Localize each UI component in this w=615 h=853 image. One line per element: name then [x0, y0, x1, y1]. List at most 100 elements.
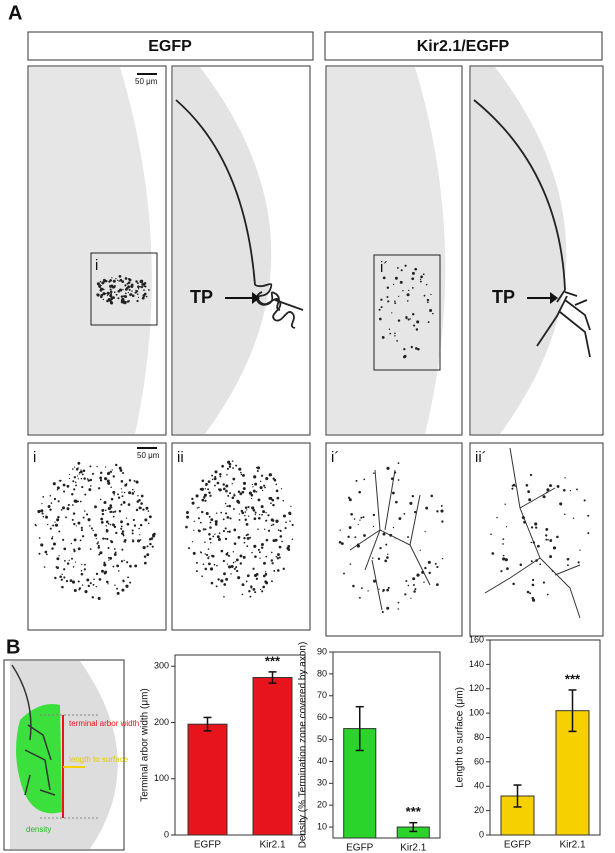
speckle — [57, 486, 59, 488]
speckle — [412, 584, 415, 586]
speckle — [386, 296, 389, 299]
speckle — [226, 530, 229, 533]
speckle — [273, 478, 277, 482]
speckle — [76, 475, 79, 477]
speckle — [426, 301, 429, 304]
speckle — [124, 292, 127, 295]
speckle — [391, 312, 393, 314]
speckle — [191, 497, 194, 501]
speckle — [121, 588, 125, 592]
speckle — [392, 526, 395, 529]
speckle — [372, 525, 375, 527]
speckle — [226, 515, 230, 519]
speckle — [220, 579, 224, 583]
y-tick-label: 80 — [474, 732, 484, 742]
speckle — [42, 495, 45, 498]
speckle — [73, 548, 76, 551]
y-tick-label: 300 — [154, 661, 169, 671]
speckle — [135, 290, 139, 293]
speckle — [210, 581, 214, 585]
speckle — [356, 543, 360, 547]
speckle — [224, 512, 228, 515]
speckle — [56, 518, 60, 522]
speckle — [100, 517, 104, 521]
tp-label: TP — [190, 287, 213, 307]
speckle — [127, 281, 131, 284]
speckle — [84, 590, 88, 594]
speckle — [117, 297, 120, 300]
speckle — [577, 561, 580, 564]
speckle — [244, 506, 248, 509]
plot-frame — [332, 651, 441, 839]
speckle — [68, 559, 70, 562]
speckle — [107, 522, 110, 525]
speckle — [56, 566, 59, 570]
speckle — [106, 299, 109, 303]
speckle — [394, 300, 396, 303]
speckle — [237, 536, 241, 539]
speckle — [94, 505, 97, 509]
speckle — [572, 517, 575, 519]
speckle — [230, 565, 234, 568]
speckle — [422, 273, 425, 276]
speckle — [143, 561, 147, 565]
speckle — [207, 548, 210, 550]
speckle — [73, 522, 76, 526]
speckle — [411, 287, 414, 289]
speckle — [57, 515, 60, 519]
speckle — [73, 538, 77, 542]
speckle — [210, 542, 212, 544]
speckle — [99, 479, 103, 482]
y-tick-label: 70 — [317, 690, 327, 700]
speckle — [146, 553, 150, 557]
speckle — [104, 477, 108, 481]
speckle — [143, 285, 145, 287]
schematic-panel — [171, 65, 311, 436]
speckle — [250, 586, 253, 589]
speckle — [410, 345, 413, 349]
speckle — [120, 527, 123, 530]
speckle — [110, 296, 113, 299]
speckle — [144, 518, 148, 522]
speckle — [142, 282, 146, 286]
speckle — [118, 280, 120, 282]
speckle — [78, 588, 81, 591]
tp-label: TP — [492, 287, 515, 307]
speckle — [71, 518, 74, 521]
speckle — [117, 570, 120, 572]
y-tick-label: 0 — [479, 829, 484, 839]
speckle — [378, 588, 380, 590]
speckle — [239, 492, 243, 496]
speckle — [277, 569, 280, 572]
speckle — [99, 289, 103, 292]
speckle — [413, 590, 416, 593]
speckle — [58, 530, 61, 533]
speckle — [61, 573, 63, 576]
speckle — [75, 484, 78, 487]
speckle — [547, 538, 549, 541]
y-tick-label: 30 — [317, 778, 327, 788]
speckle — [258, 551, 261, 554]
speckle — [137, 288, 140, 290]
speckle — [82, 469, 86, 473]
speckle — [378, 308, 381, 311]
speckle — [257, 498, 261, 502]
zoom-panel — [325, 442, 463, 637]
speckle — [260, 542, 264, 547]
schematic-label: length to surface — [69, 755, 129, 764]
speckle — [539, 563, 542, 566]
micrograph — [27, 65, 167, 436]
speckle — [195, 570, 198, 573]
speckle — [191, 501, 195, 505]
scale-bar-label: 50 μm — [137, 451, 160, 460]
speckle — [61, 506, 66, 510]
speckle — [260, 480, 262, 483]
speckle — [238, 467, 242, 471]
speckle — [208, 537, 212, 541]
speckle — [272, 503, 275, 507]
speckle — [110, 284, 114, 287]
speckle — [222, 483, 225, 486]
speckle — [50, 537, 54, 540]
error-bar — [268, 671, 277, 684]
